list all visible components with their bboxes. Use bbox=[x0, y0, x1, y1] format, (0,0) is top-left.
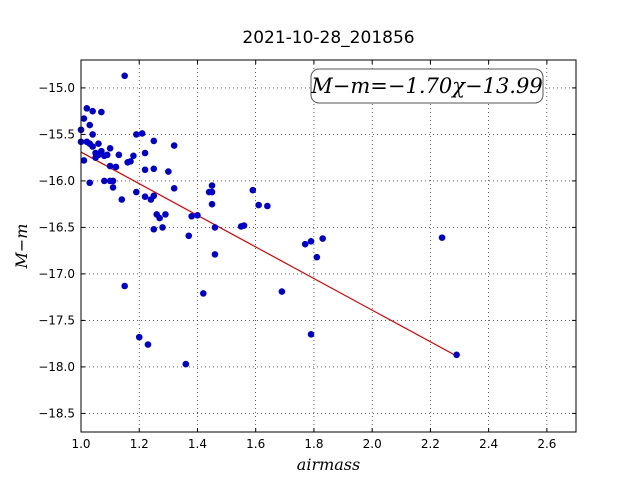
data-point bbox=[89, 107, 96, 115]
y-tick-label: −17.5 bbox=[38, 313, 75, 327]
data-point bbox=[307, 238, 315, 245]
data-point bbox=[138, 130, 146, 137]
data-point bbox=[95, 140, 102, 147]
data-point bbox=[278, 288, 286, 295]
x-tick-label: 1.0 bbox=[71, 437, 90, 451]
data-point bbox=[255, 201, 262, 209]
data-point bbox=[170, 142, 178, 149]
data-point bbox=[103, 151, 111, 159]
data-point bbox=[109, 184, 117, 191]
data-point bbox=[80, 157, 88, 164]
data-point bbox=[100, 177, 108, 185]
plot-area: 1.0 1.2 1.4 1.6 1.8 2.0 2.2 2.4 2.6 −15.0 −15.5 −16… bbox=[38, 59, 577, 451]
data-point bbox=[89, 143, 96, 150]
data-point bbox=[194, 212, 201, 219]
y-tick-label: −17.0 bbox=[38, 267, 75, 281]
data-point bbox=[118, 196, 126, 203]
data-point bbox=[141, 149, 149, 157]
data-point bbox=[240, 222, 248, 229]
data-point bbox=[162, 211, 169, 218]
data-point bbox=[301, 240, 309, 248]
data-point bbox=[121, 72, 128, 80]
data-point bbox=[141, 193, 149, 201]
data-point bbox=[89, 131, 96, 138]
data-point bbox=[313, 253, 321, 261]
data-point bbox=[199, 290, 207, 297]
data-point bbox=[80, 115, 88, 122]
data-point bbox=[249, 186, 257, 194]
data-point bbox=[159, 224, 166, 231]
data-point bbox=[150, 225, 158, 233]
data-point bbox=[211, 224, 219, 231]
data-point bbox=[133, 131, 140, 138]
x-tick-label: 1.8 bbox=[304, 437, 323, 451]
data-point bbox=[135, 333, 143, 341]
data-point bbox=[115, 151, 123, 159]
data-point bbox=[86, 121, 94, 129]
y-axis-label: M−m bbox=[12, 224, 31, 270]
data-point bbox=[144, 341, 152, 348]
annotation-box bbox=[310, 68, 544, 104]
data-point bbox=[188, 212, 195, 220]
data-point bbox=[453, 351, 460, 359]
annotation-text: M−m=−1.70χ−13.99 bbox=[310, 74, 542, 98]
x-tick-label: 1.4 bbox=[188, 437, 207, 451]
y-tick-label: −18.5 bbox=[38, 406, 75, 420]
y-tick-label: −16.5 bbox=[38, 220, 75, 234]
data-points bbox=[77, 72, 460, 368]
y-tick-label: −18.0 bbox=[38, 360, 75, 374]
data-point bbox=[156, 214, 163, 222]
data-point bbox=[211, 251, 219, 258]
data-point bbox=[208, 182, 216, 189]
plot-frame bbox=[80, 59, 577, 433]
data-point bbox=[109, 177, 117, 185]
x-axis-label: airmass bbox=[297, 455, 360, 474]
data-point bbox=[127, 158, 134, 165]
data-point bbox=[106, 162, 114, 170]
ticks: 1.0 1.2 1.4 1.6 1.8 2.0 2.2 2.4 2.6 −15.0 −15.5 −16… bbox=[38, 60, 576, 451]
data-point bbox=[141, 166, 149, 174]
data-point bbox=[307, 331, 315, 338]
y-tick-label: −16.0 bbox=[38, 174, 75, 188]
data-point bbox=[182, 360, 190, 368]
x-tick-label: 2.6 bbox=[537, 437, 556, 451]
data-point bbox=[106, 145, 114, 152]
data-point bbox=[121, 282, 128, 290]
data-point bbox=[112, 163, 120, 171]
data-point bbox=[150, 192, 158, 200]
data-point bbox=[150, 165, 158, 173]
y-tick-label: −15.5 bbox=[38, 127, 75, 141]
data-point bbox=[165, 168, 172, 175]
data-point bbox=[264, 202, 271, 210]
x-tick-label: 1.2 bbox=[130, 437, 149, 451]
fit-line bbox=[80, 151, 457, 357]
data-point bbox=[319, 235, 326, 242]
data-point bbox=[208, 188, 216, 196]
fit-line-group bbox=[80, 151, 457, 357]
data-point bbox=[185, 232, 193, 240]
data-point bbox=[170, 185, 178, 192]
data-point bbox=[438, 234, 446, 241]
chart-title: 2021-10-28_201856 bbox=[242, 28, 414, 48]
plot-background bbox=[81, 60, 576, 432]
data-point bbox=[130, 152, 137, 160]
data-point bbox=[98, 108, 105, 116]
x-tick-label: 1.6 bbox=[246, 437, 265, 451]
y-tick-label: −15.0 bbox=[38, 81, 75, 95]
data-point bbox=[150, 137, 158, 145]
data-point bbox=[208, 200, 216, 208]
data-point bbox=[86, 179, 94, 187]
fit-annotation: M−m=−1.70χ−13.99 bbox=[310, 68, 544, 104]
data-point bbox=[83, 105, 91, 112]
x-tick-label: 2.4 bbox=[479, 437, 498, 451]
x-tick-label: 2.2 bbox=[421, 437, 440, 451]
x-tick-label: 2.0 bbox=[363, 437, 382, 451]
data-point bbox=[133, 188, 140, 196]
